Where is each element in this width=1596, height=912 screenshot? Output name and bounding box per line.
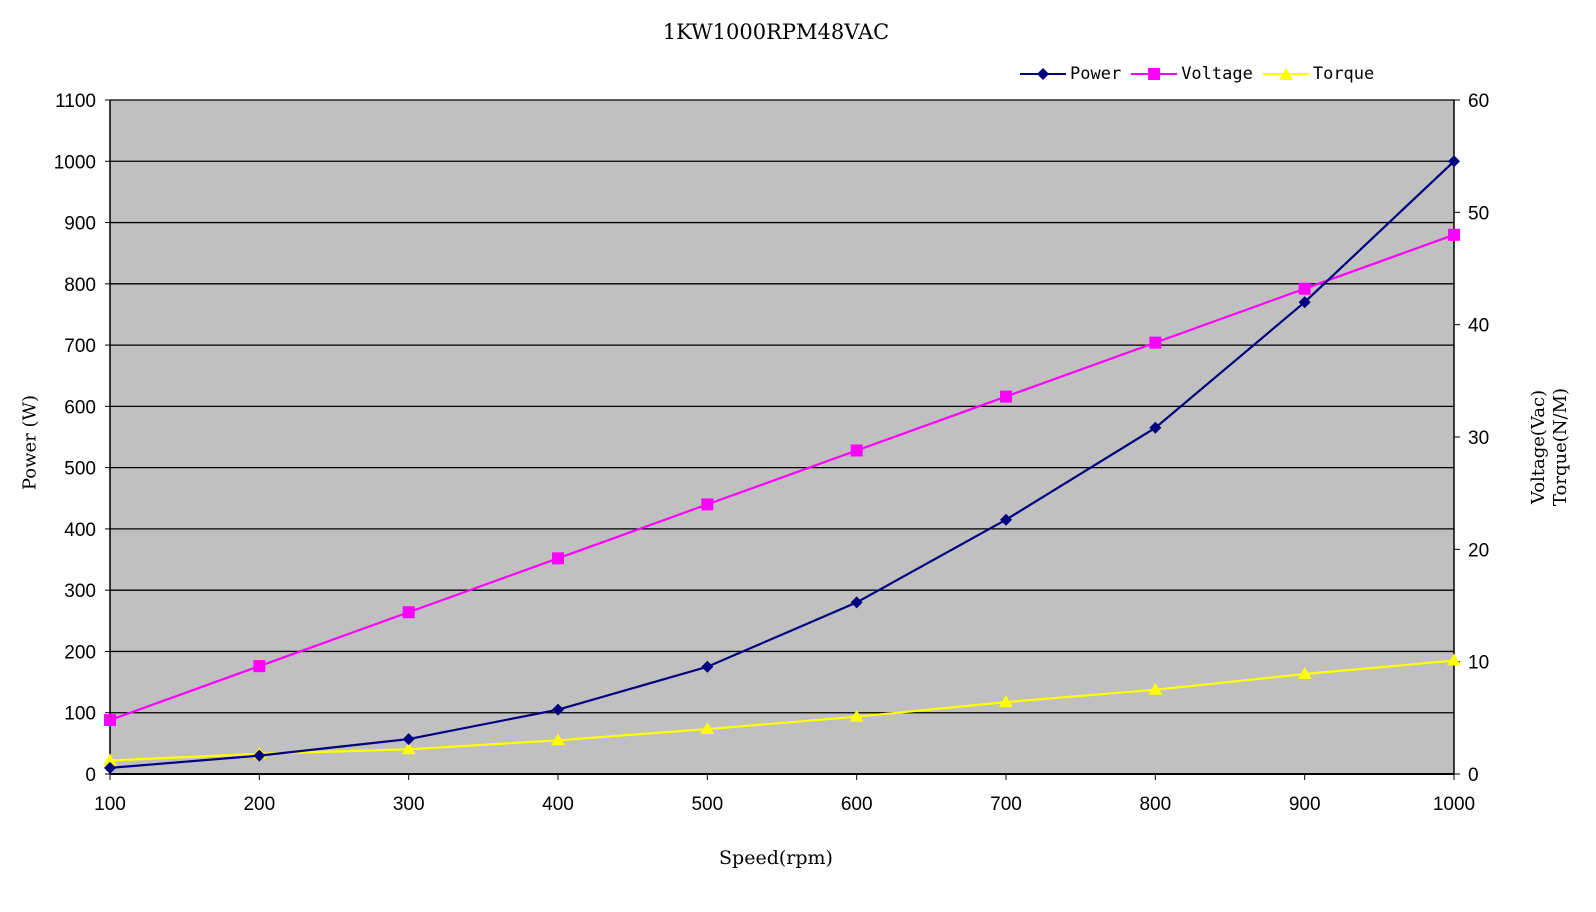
y-tick-label-left: 800 [64, 275, 96, 296]
y-tick-label-left: 200 [64, 642, 96, 663]
square-marker-icon [1448, 228, 1460, 241]
x-tick-label: 100 [94, 794, 126, 815]
x-axis-title: Speed(rpm) [719, 847, 833, 869]
triangle-marker-icon [551, 733, 565, 746]
legend-label-power: Power [1070, 64, 1122, 84]
x-tick-label: 200 [243, 794, 275, 815]
triangle-marker-icon [1447, 653, 1461, 666]
y-tick-label-right: 40 [1468, 316, 1489, 337]
diamond-marker-icon [850, 596, 863, 609]
y-tick-label-left: 0 [85, 765, 96, 786]
square-marker-icon [402, 606, 415, 619]
x-tick-label: 300 [393, 794, 425, 815]
x-tick-label: 600 [841, 794, 873, 815]
y-tick-label-left: 1100 [55, 91, 96, 112]
chart-title: 1KW1000RPM48VAC [662, 20, 890, 44]
triangle-marker-icon [103, 753, 117, 766]
legend-item-power: Power [1020, 64, 1121, 84]
triangle-marker-icon [1148, 682, 1163, 695]
square-marker-icon [701, 498, 714, 511]
y-tick-label-left: 300 [64, 581, 96, 602]
square-marker-icon [552, 552, 564, 565]
x-tick-label: 800 [1139, 794, 1171, 815]
diamond-marker-icon [1000, 513, 1012, 526]
diamond-marker-icon [253, 749, 266, 762]
triangle-marker-icon [1297, 667, 1312, 680]
square-marker-icon [1149, 336, 1162, 349]
y-tick-label-left: 100 [64, 704, 96, 725]
y-tick-label-left: 1000 [54, 152, 96, 173]
legend-label-voltage: Voltage [1181, 64, 1253, 84]
y-axis-right-title: Voltage(Vac) Torque(N/M) [1528, 362, 1572, 532]
triangle-marker-icon [700, 722, 715, 735]
y-tick-label-left: 900 [64, 214, 96, 235]
y-axis-right-title-torque: Torque(N/M) [1550, 387, 1571, 507]
y-tick-label-right: 20 [1468, 540, 1489, 561]
square-marker-icon [253, 660, 266, 673]
y-tick-label-right: 60 [1468, 91, 1489, 112]
diamond-marker-icon [104, 761, 116, 774]
legend-label-torque: Torque [1312, 64, 1375, 84]
triangle-icon [1262, 68, 1309, 80]
square-marker-icon [850, 444, 863, 457]
y-tick-label-left: 600 [64, 397, 96, 418]
diamond-marker-icon [1298, 296, 1311, 309]
x-tick-label: 900 [1289, 794, 1321, 815]
y-tick-label-left: 700 [64, 336, 96, 357]
plot-background [110, 100, 1454, 774]
legend: Power Voltage Torque [1020, 62, 1384, 86]
y-axis-right-title-voltage: Voltage(Vac) [1528, 389, 1549, 505]
x-tick-label: 400 [542, 794, 574, 815]
x-tick-label: 500 [691, 794, 723, 815]
y-tick-label-left: 500 [64, 459, 96, 480]
series-line-power [109, 160, 1455, 769]
series-line-voltage [109, 233, 1455, 722]
diamond-marker-icon [701, 660, 714, 673]
diamond-icon [1020, 68, 1066, 80]
square-marker-icon [1000, 390, 1012, 403]
x-tick-label: 700 [990, 794, 1022, 815]
y-tick-label-left: 400 [64, 520, 96, 541]
diamond-marker-icon [1149, 421, 1162, 434]
y-tick-label-right: 10 [1468, 653, 1489, 674]
x-tick-label: 1000 [1433, 794, 1475, 815]
legend-item-voltage: Voltage [1131, 64, 1253, 84]
y-tick-label-right: 0 [1468, 765, 1479, 786]
y-tick-label-right: 30 [1468, 428, 1489, 449]
y-axis-left-title: Power (W) [19, 394, 41, 491]
triangle-marker-icon [849, 709, 864, 722]
legend-item-torque: Torque [1262, 64, 1375, 84]
diamond-marker-icon [402, 733, 415, 746]
triangle-marker-icon [999, 695, 1013, 708]
diamond-marker-icon [552, 703, 564, 716]
square-marker-icon [1298, 282, 1311, 295]
y-tick-label-right: 50 [1468, 203, 1489, 224]
series-line-torque [109, 659, 1455, 762]
square-marker-icon [104, 714, 116, 727]
triangle-marker-icon [401, 742, 416, 755]
diamond-marker-icon [1448, 155, 1460, 168]
square-icon [1131, 68, 1178, 80]
